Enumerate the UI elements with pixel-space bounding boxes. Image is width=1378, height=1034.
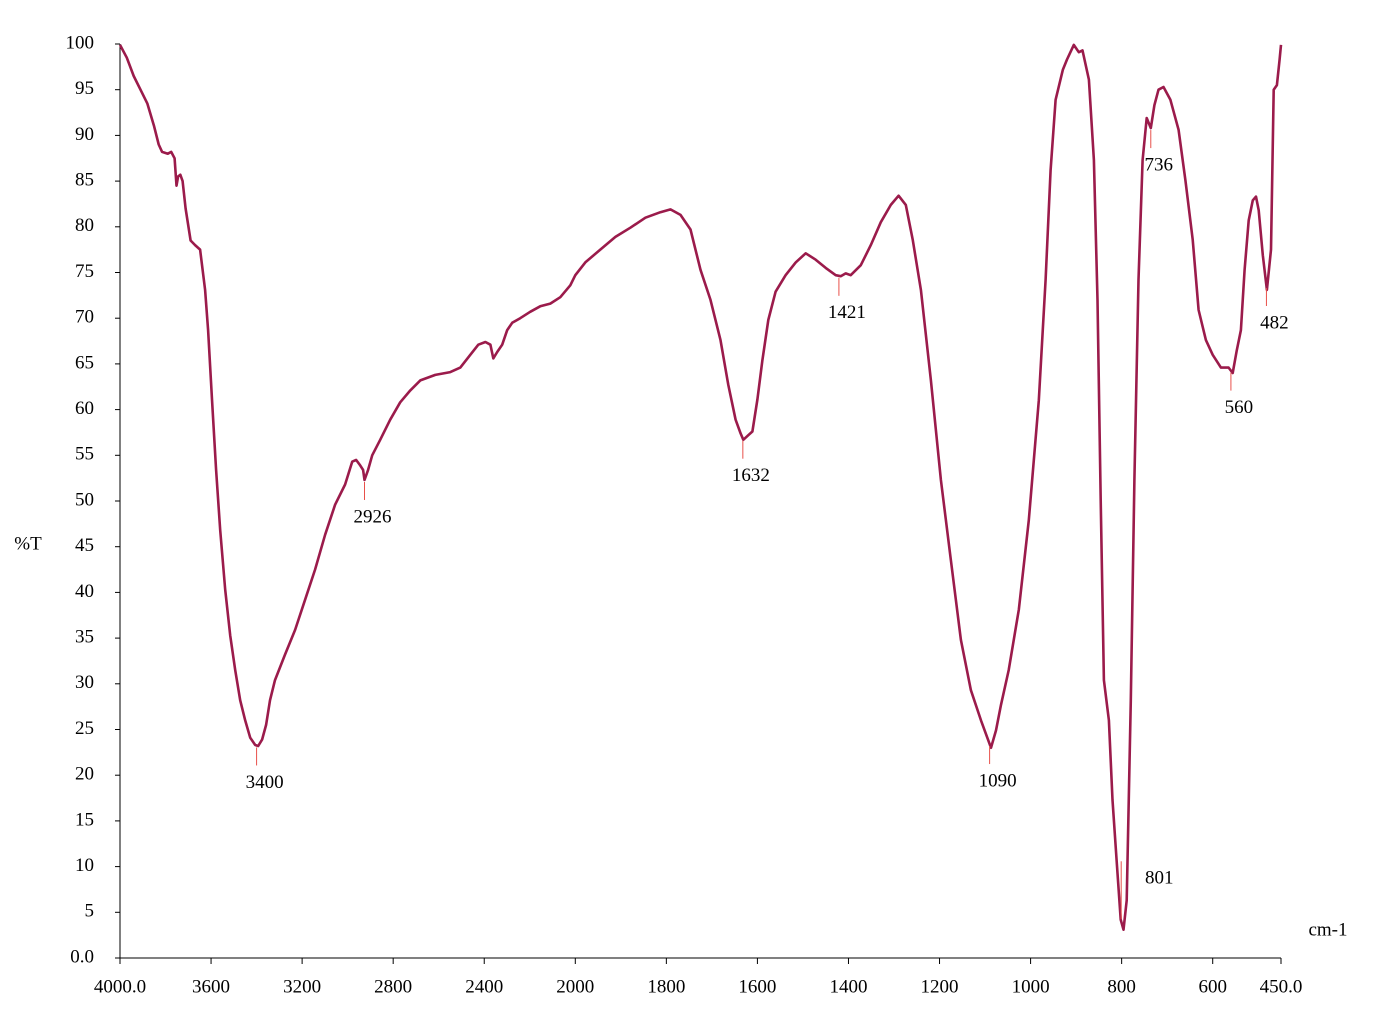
y-tick-label: 75 (75, 261, 94, 282)
y-tick-label: 5 (85, 901, 95, 922)
x-tick-label: 2000 (556, 976, 594, 997)
y-tick-label: 100 (66, 32, 95, 53)
y-tick-label: 20 (75, 764, 94, 785)
y-tick-label: 45 (75, 535, 94, 556)
peak-label: 736 (1145, 154, 1174, 175)
y-tick-label: 30 (75, 672, 94, 693)
y-tick-label: 35 (75, 626, 94, 647)
y-tick-label: 95 (75, 78, 94, 99)
y-tick-label: 15 (75, 809, 94, 830)
y-tick-label: 0.0 (70, 946, 94, 967)
peak-label: 1421 (828, 302, 866, 323)
y-tick-label: 70 (75, 307, 94, 328)
y-axis-label: %T (14, 533, 42, 554)
x-tick-label: 1600 (738, 976, 776, 997)
y-tick-label: 40 (75, 581, 94, 602)
peak-label: 1632 (732, 465, 770, 486)
x-tick-label: 3600 (192, 976, 230, 997)
x-tick-label: 1000 (1012, 976, 1050, 997)
x-tick-label: 2800 (374, 976, 412, 997)
peak-label: 482 (1260, 312, 1289, 333)
x-tick-label: 2400 (465, 976, 503, 997)
x-tick-label: 1800 (647, 976, 685, 997)
peak-label: 2926 (353, 506, 391, 527)
x-tick-label: 450.0 (1260, 976, 1303, 997)
y-tick-label: 10 (75, 855, 94, 876)
x-axis-label: cm-1 (1308, 919, 1347, 940)
spectrum-line (118, 43, 1283, 931)
y-tick-label: 25 (75, 718, 94, 739)
x-tick-label: 3200 (283, 976, 321, 997)
x-tick-label: 600 (1198, 976, 1227, 997)
y-tick-label: 65 (75, 352, 94, 373)
y-tick-label: 50 (75, 489, 94, 510)
y-tick-label: 55 (75, 444, 94, 465)
y-tick-label: 60 (75, 398, 94, 419)
y-tick-label: 85 (75, 169, 94, 190)
x-tick-label: 4000.0 (94, 976, 146, 997)
x-tick-label: 800 (1107, 976, 1136, 997)
y-tick-label: 90 (75, 124, 94, 145)
peak-label: 1090 (979, 770, 1017, 791)
x-tick-label: 1400 (829, 976, 867, 997)
peak-label: 560 (1225, 397, 1254, 418)
peak-label: 801 (1145, 868, 1174, 889)
y-tick-label: 80 (75, 215, 94, 236)
x-tick-label: 1200 (921, 976, 959, 997)
peak-label: 3400 (246, 772, 284, 793)
